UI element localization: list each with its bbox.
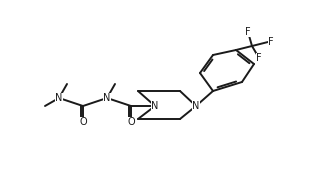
Text: N: N: [103, 93, 111, 103]
Text: O: O: [127, 117, 135, 127]
Text: F: F: [245, 27, 251, 37]
Text: O: O: [79, 117, 87, 127]
Text: F: F: [256, 53, 262, 63]
Text: N: N: [151, 101, 159, 111]
Text: F: F: [268, 37, 274, 47]
Text: N: N: [55, 93, 63, 103]
Text: N: N: [192, 101, 200, 111]
